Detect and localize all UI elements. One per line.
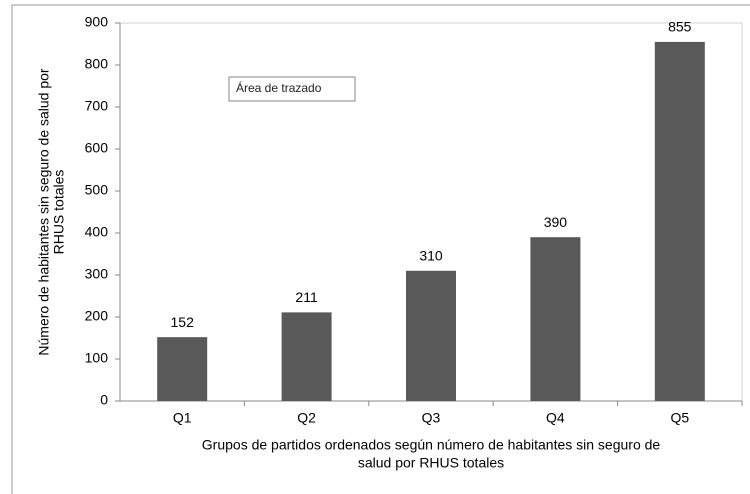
y-tick-label: 700 xyxy=(85,98,109,114)
bar xyxy=(157,337,208,401)
x-tick-label: Q1 xyxy=(173,410,192,426)
y-tick-label: 300 xyxy=(85,266,109,282)
x-tick-label: Q3 xyxy=(422,410,441,426)
y-tick-label: 800 xyxy=(85,56,109,72)
bar xyxy=(530,237,581,401)
value-label: 152 xyxy=(171,314,195,330)
y-tick-label: 900 xyxy=(85,14,109,30)
y-tick-label: 500 xyxy=(85,182,109,198)
y-tick-label: 100 xyxy=(85,350,109,366)
bar xyxy=(281,312,332,401)
y-axis-title: Número de habitantes sin seguro de salud… xyxy=(36,68,52,356)
value-label: 310 xyxy=(419,248,443,264)
x-tick-label: Q2 xyxy=(297,410,316,426)
bar xyxy=(654,41,705,402)
bar xyxy=(406,270,456,401)
y-axis-title: RHUS totales xyxy=(51,170,67,255)
y-tick-label: 400 xyxy=(85,224,109,240)
x-axis-title: Grupos de partidos ordenados según númer… xyxy=(202,437,661,453)
annotation-box xyxy=(228,76,356,102)
annotation: Área de trazado xyxy=(236,80,322,95)
chart-frame xyxy=(11,4,750,494)
x-tick-label: Q4 xyxy=(546,410,565,426)
x-tick-label: Q5 xyxy=(670,410,689,426)
x-axis-title: salud por RHUS totales xyxy=(358,455,504,471)
value-label: 211 xyxy=(295,289,318,305)
y-tick-label: 200 xyxy=(85,308,109,324)
y-tick-label: 0 xyxy=(100,392,108,408)
value-label: 390 xyxy=(544,214,568,230)
y-tick-label: 600 xyxy=(85,140,109,156)
value-label: 855 xyxy=(668,19,692,35)
